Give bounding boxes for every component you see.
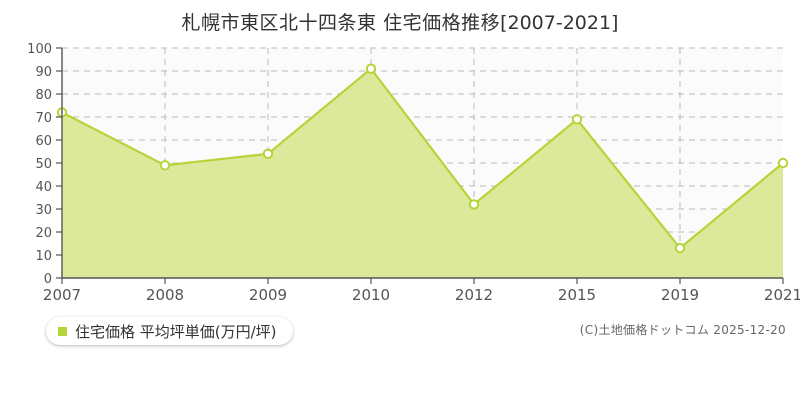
- svg-text:60: 60: [35, 134, 52, 149]
- chart-title: 札幌市東区北十四条東 住宅価格推移[2007-2021]: [0, 8, 800, 35]
- svg-text:10: 10: [35, 249, 52, 264]
- svg-text:90: 90: [35, 65, 52, 80]
- svg-text:30: 30: [35, 203, 52, 218]
- legend-swatch-icon: [58, 326, 67, 336]
- x-axis-tick-marks: [61, 278, 784, 284]
- svg-text:80: 80: [35, 88, 52, 103]
- copyright-credit: (C)土地価格ドットコム 2025-12-20: [579, 323, 786, 337]
- svg-text:70: 70: [35, 111, 52, 126]
- svg-text:2010: 2010: [352, 286, 390, 304]
- svg-text:2019: 2019: [661, 286, 699, 304]
- y-axis-tick-labels: 0 10 20 30 40 50 60 70 80 90 100: [27, 42, 52, 287]
- legend-label: 住宅価格 平均坪単価(万円/坪): [75, 322, 277, 341]
- y-axis-tick-marks: [56, 47, 62, 279]
- chart-title-range: [2007-2021]: [500, 12, 619, 34]
- svg-text:2007: 2007: [43, 286, 81, 304]
- svg-text:2009: 2009: [249, 286, 287, 304]
- svg-text:2015: 2015: [558, 286, 596, 304]
- x-axis-tick-labels: 2007 2008 2009 2010 2012 2015 2019 2021: [43, 286, 800, 304]
- area-fill: [62, 68, 783, 278]
- chart-legend: 住宅価格 平均坪単価(万円/坪): [46, 317, 293, 345]
- svg-text:40: 40: [35, 180, 52, 195]
- svg-text:100: 100: [27, 42, 52, 57]
- series-line: [61, 67, 784, 250]
- svg-text:2021: 2021: [764, 286, 800, 304]
- svg-text:2012: 2012: [455, 286, 493, 304]
- chart-title-main: 札幌市東区北十四条東 住宅価格推移: [181, 12, 501, 34]
- svg-text:2008: 2008: [146, 286, 184, 304]
- svg-text:20: 20: [35, 226, 52, 241]
- area-series-group: [61, 67, 784, 278]
- svg-text:50: 50: [35, 157, 52, 172]
- svg-text:0: 0: [44, 272, 52, 287]
- data-point-markers: [56, 63, 789, 254]
